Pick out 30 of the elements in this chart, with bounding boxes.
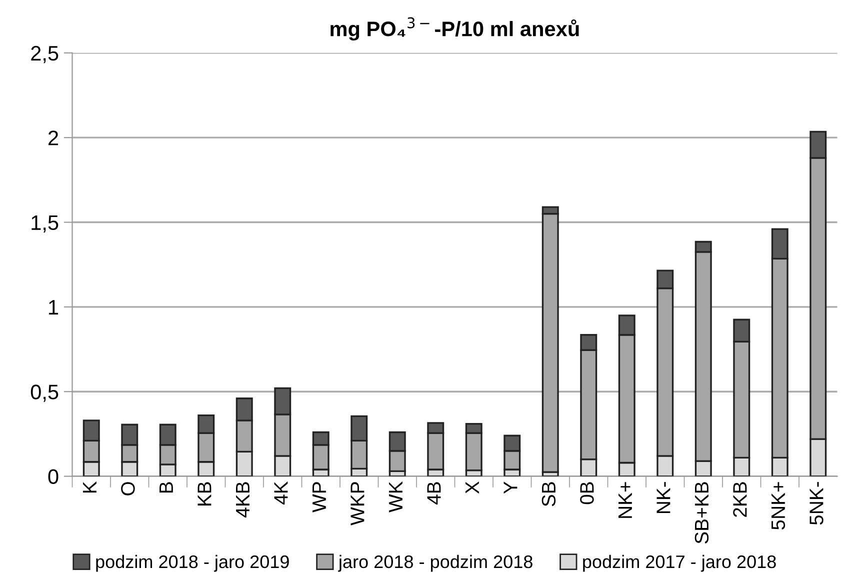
y-tick-label: 0 [48, 469, 58, 484]
x-tick-label: NK+ [618, 482, 632, 518]
x-tick-label: SB [542, 482, 556, 506]
x-tick-label: 4B [427, 482, 441, 504]
y-tick-label: 1,5 [32, 215, 58, 232]
x-tick-label: SB+KB [694, 482, 709, 544]
y-tick-label: 1 [49, 300, 58, 314]
x-tick-label: NK- [656, 482, 670, 514]
y-tick-label: 2 [48, 130, 58, 146]
x-tick-label: Y [504, 482, 518, 494]
x-tick-label: 4K [274, 481, 288, 504]
legend-label: podzim 2017 - jaro 2018 [583, 554, 776, 572]
legend-label: podzim 2018 - jaro 2019 [96, 554, 289, 572]
chart-title: mg PO₄$^{3−}$-P/10 ml anexů [330, 17, 579, 41]
x-tick-label: 5NK- [810, 482, 824, 525]
x-tick-label: 5NK+ [772, 482, 786, 530]
y-tick-label: 0,5 [30, 384, 58, 402]
y-tick-label: 2,5 [31, 46, 58, 64]
x-tick-label: 2KB [733, 482, 747, 517]
x-tick-label: X [466, 482, 479, 494]
x-tick-label: KB [198, 482, 212, 506]
x-tick-label: B [160, 482, 173, 493]
x-tick-label: 4KB [236, 482, 250, 518]
x-tick-label: 0B [580, 482, 594, 504]
legend-label: jaro 2018 - podzim 2018 [338, 554, 532, 572]
x-tick-label: WK [389, 481, 402, 512]
x-tick-label: WP [312, 482, 326, 512]
x-tick-label: WKP [350, 482, 364, 526]
x-tick-label: O [121, 482, 135, 496]
x-tick-label: K [83, 481, 96, 493]
